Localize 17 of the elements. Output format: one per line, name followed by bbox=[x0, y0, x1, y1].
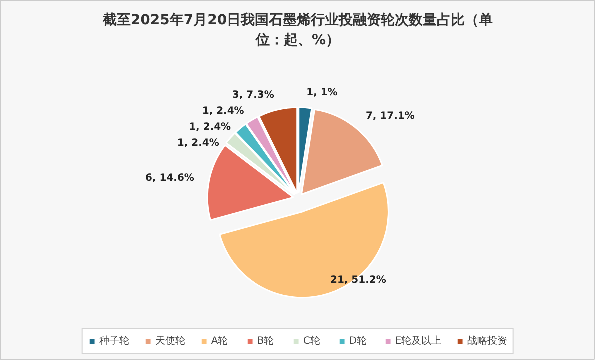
data-label: 1, 2.4% bbox=[177, 138, 220, 149]
legend-label: 天使轮 bbox=[155, 335, 186, 348]
data-label: 1, 2.4% bbox=[189, 122, 232, 133]
chart-title: 截至2025年7月20日我国石墨烯行业投融资轮次数量占比（单位：起、%） bbox=[102, 12, 494, 48]
data-label: 7, 17.1% bbox=[366, 111, 415, 122]
legend-label: C轮 bbox=[303, 335, 322, 348]
legend-label: 种子轮 bbox=[99, 334, 130, 348]
legend-label: D轮 bbox=[349, 335, 368, 348]
data-label: 3, 7.3% bbox=[232, 90, 274, 101]
data-label: 6, 14.6% bbox=[146, 172, 194, 184]
legend-label: 战略投资 bbox=[468, 334, 508, 348]
legend-label: E轮及以上 bbox=[395, 334, 442, 348]
legend-label: B轮 bbox=[257, 335, 276, 348]
legend-label: A轮 bbox=[211, 335, 230, 348]
data-label: 1, 1% bbox=[306, 87, 338, 98]
data-label: 1, 2.4% bbox=[202, 106, 244, 117]
data-label: 21, 51.2% bbox=[330, 275, 386, 286]
